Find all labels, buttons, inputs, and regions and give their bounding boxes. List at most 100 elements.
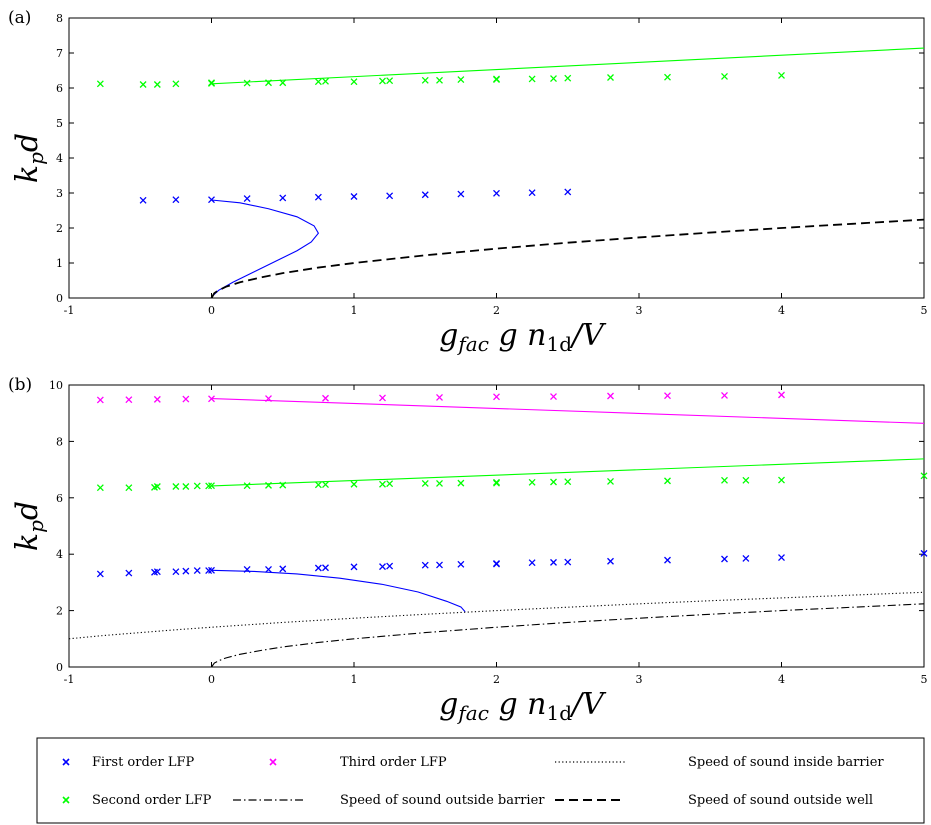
data-point xyxy=(664,477,671,485)
data-point xyxy=(182,567,190,575)
data-point xyxy=(493,393,500,401)
data-point xyxy=(457,190,465,198)
y-tick-label: 2 xyxy=(56,222,63,235)
data-point xyxy=(550,75,557,83)
data-point xyxy=(379,480,386,488)
legend-label: First order LFP xyxy=(92,755,194,770)
series-line xyxy=(210,218,925,299)
y-tick-label: 6 xyxy=(56,82,63,95)
series-line xyxy=(211,603,925,668)
legend-item: Speed of sound outside well xyxy=(555,793,873,808)
data-point xyxy=(350,480,358,488)
legend-label: Speed of sound outside well xyxy=(688,793,873,808)
data-point xyxy=(421,191,429,199)
data-point xyxy=(193,567,201,575)
data-point xyxy=(528,189,536,197)
plot-frame xyxy=(68,17,925,299)
y-tick-label: 7 xyxy=(56,47,63,60)
x-tick-label: 4 xyxy=(778,304,785,317)
data-point xyxy=(172,80,180,88)
data-point xyxy=(350,78,358,86)
x-axis-title: gfac g n1d/V xyxy=(439,687,607,725)
data-point xyxy=(243,195,251,203)
data-point xyxy=(493,560,500,567)
legend-marker xyxy=(269,758,277,766)
data-point xyxy=(564,74,572,82)
data-point xyxy=(436,393,443,401)
data-point xyxy=(379,394,386,402)
legend-item: First order LFP xyxy=(62,755,194,770)
x-axis-title: gfac g n1d/V xyxy=(439,318,607,356)
data-point xyxy=(436,76,443,84)
x-tick-label: 2 xyxy=(493,673,500,686)
data-point xyxy=(153,395,161,403)
data-point xyxy=(386,192,394,200)
data-point xyxy=(172,196,180,204)
data-point xyxy=(607,74,614,81)
x-tick-label: 5 xyxy=(921,304,928,317)
data-point xyxy=(386,77,394,85)
legend-label: Third order LFP xyxy=(340,755,447,770)
data-point xyxy=(172,568,180,576)
data-point xyxy=(607,392,614,400)
data-point xyxy=(742,554,750,562)
data-point xyxy=(182,483,190,490)
data-point xyxy=(322,564,329,572)
data-point xyxy=(778,554,785,562)
data-point xyxy=(778,391,785,399)
data-point xyxy=(457,560,465,568)
data-point xyxy=(607,557,614,565)
data-point xyxy=(379,77,386,85)
data-point xyxy=(550,393,557,401)
data-point xyxy=(322,394,329,402)
y-tick-label: 8 xyxy=(56,12,63,25)
y-tick-label: 3 xyxy=(56,187,63,200)
x-tick-label: 3 xyxy=(636,673,643,686)
data-point xyxy=(457,76,465,84)
x-tick-label: 2 xyxy=(493,304,500,317)
y-tick-label: 0 xyxy=(56,292,63,305)
y-tick-label: 1 xyxy=(56,257,63,270)
data-point xyxy=(721,555,728,563)
panel-label: (b) xyxy=(8,375,32,395)
y-tick-label: 4 xyxy=(56,152,63,165)
data-point xyxy=(96,570,104,578)
data-point xyxy=(528,75,536,83)
data-point xyxy=(721,72,728,80)
y-axis-title: kpd xyxy=(10,501,48,551)
data-point xyxy=(421,561,429,569)
series-line xyxy=(211,199,320,299)
data-point xyxy=(607,477,614,485)
data-point xyxy=(379,563,386,571)
series-line xyxy=(211,47,925,85)
data-point xyxy=(243,482,251,490)
y-tick-label: 4 xyxy=(56,548,63,561)
data-point xyxy=(243,79,251,87)
legend-box xyxy=(36,737,925,824)
legend-marker xyxy=(62,796,70,804)
data-point xyxy=(314,481,322,489)
data-point xyxy=(528,478,536,486)
data-point xyxy=(721,476,728,484)
y-tick-label: 5 xyxy=(56,117,63,130)
x-tick-label: 0 xyxy=(208,304,215,317)
data-point xyxy=(457,479,465,487)
data-point xyxy=(778,476,785,484)
data-point xyxy=(314,564,322,572)
data-point xyxy=(436,479,443,487)
y-tick-label: 2 xyxy=(56,605,63,618)
x-tick-label: -1 xyxy=(64,673,75,686)
data-point xyxy=(125,484,133,492)
y-axis-title: kpd xyxy=(10,133,48,183)
data-point xyxy=(550,558,557,566)
data-point xyxy=(322,481,329,489)
data-point xyxy=(564,188,572,196)
legend-label: Second order LFP xyxy=(92,793,212,808)
data-point xyxy=(493,189,500,197)
data-point xyxy=(153,81,161,88)
x-tick-label: 1 xyxy=(351,304,358,317)
data-point xyxy=(550,478,557,486)
data-point xyxy=(436,561,443,569)
